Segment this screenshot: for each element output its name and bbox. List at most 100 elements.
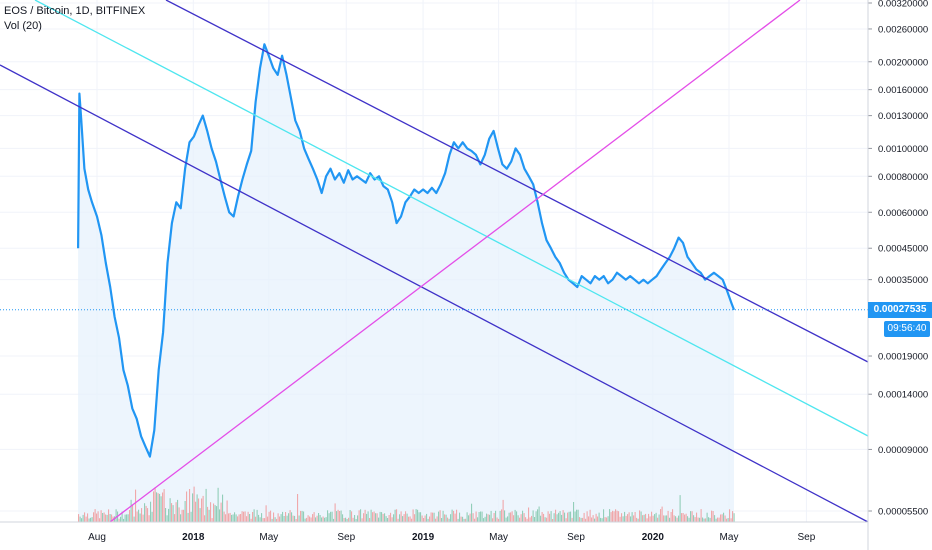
volume-bar bbox=[439, 510, 441, 522]
volume-bar bbox=[727, 518, 729, 522]
channel-upper-line bbox=[165, 0, 869, 363]
volume-bar bbox=[244, 511, 246, 522]
x-tick-label: May bbox=[489, 532, 508, 543]
volume-bar bbox=[709, 517, 711, 522]
volume-bar bbox=[520, 514, 522, 522]
volume-bar bbox=[321, 517, 323, 522]
volume-bar bbox=[421, 515, 423, 522]
volume-bar bbox=[369, 518, 371, 522]
volume-bar bbox=[178, 507, 180, 522]
volume-bar bbox=[534, 517, 536, 522]
y-tick-label: 0.00100000 bbox=[878, 144, 928, 155]
volume-bar bbox=[331, 511, 333, 522]
volume-bar bbox=[387, 518, 389, 522]
volume-bar bbox=[570, 511, 572, 522]
volume-bar bbox=[256, 509, 258, 522]
volume-bar bbox=[381, 512, 383, 522]
volume-bar bbox=[519, 517, 521, 522]
volume-bar bbox=[366, 513, 368, 522]
volume-bar bbox=[429, 516, 431, 522]
volume-bar bbox=[145, 505, 147, 522]
volume-bar bbox=[597, 516, 599, 522]
volume-bar bbox=[510, 512, 512, 522]
volume-bar bbox=[100, 510, 102, 522]
volume-bar bbox=[619, 516, 621, 522]
volume-bar bbox=[535, 511, 537, 522]
volume-bar bbox=[126, 514, 128, 522]
volume-bar bbox=[661, 506, 663, 522]
volume-bar bbox=[651, 511, 653, 522]
volume-bar bbox=[84, 512, 86, 522]
volume-bar bbox=[262, 518, 264, 522]
volume-bar bbox=[352, 517, 354, 522]
volume-bar bbox=[645, 513, 647, 522]
volume-bar bbox=[88, 518, 90, 522]
volume-bar bbox=[654, 514, 656, 522]
volume-bar bbox=[141, 508, 143, 522]
volume-bar bbox=[91, 517, 93, 522]
volume-bar bbox=[196, 494, 198, 522]
symbol-title[interactable]: EOS / Bitcoin, 1D, BITFINEX bbox=[4, 5, 146, 17]
volume-bar bbox=[447, 517, 449, 522]
volume-bar bbox=[525, 517, 527, 522]
volume-bar bbox=[154, 487, 156, 522]
volume-indicator-label[interactable]: Vol (20) bbox=[4, 20, 42, 32]
volume-bar bbox=[594, 518, 596, 522]
volume-bar bbox=[301, 510, 303, 522]
volume-bar bbox=[378, 517, 380, 522]
volume-bar bbox=[160, 496, 162, 522]
volume-bar bbox=[180, 514, 182, 522]
volume-bar bbox=[676, 517, 678, 522]
volume-bar bbox=[391, 517, 393, 522]
volume-bar bbox=[616, 510, 618, 522]
volume-bar bbox=[672, 509, 674, 522]
volume-bar bbox=[163, 489, 165, 522]
volume-bar bbox=[424, 515, 426, 522]
volume-bar bbox=[511, 511, 513, 522]
volume-bar bbox=[583, 512, 585, 522]
y-tick-label: 0.00160000 bbox=[878, 85, 928, 96]
volume-bar bbox=[615, 509, 617, 522]
volume-bar bbox=[414, 514, 416, 522]
volume-bar bbox=[229, 512, 231, 522]
volume-bar bbox=[276, 518, 278, 522]
volume-bar bbox=[633, 515, 635, 522]
volume-bar bbox=[559, 511, 561, 522]
volume-bar bbox=[544, 517, 546, 522]
volume-bar bbox=[394, 509, 396, 522]
volume-bar bbox=[360, 509, 362, 522]
volume-bar bbox=[660, 509, 662, 522]
volume-bar bbox=[487, 514, 489, 522]
x-tick-label: Aug bbox=[88, 532, 106, 543]
volume-bar bbox=[324, 517, 326, 522]
volume-bar bbox=[649, 516, 651, 522]
volume-bar bbox=[652, 515, 654, 522]
volume-bar bbox=[225, 514, 227, 522]
volume-bar bbox=[640, 511, 642, 522]
volume-bar bbox=[304, 518, 306, 522]
volume-bar bbox=[444, 514, 446, 522]
volume-bar bbox=[295, 519, 297, 522]
volume-bar bbox=[703, 518, 705, 522]
volume-bar bbox=[454, 513, 456, 522]
volume-bar bbox=[349, 510, 351, 522]
volume-bar bbox=[435, 518, 437, 522]
volume-bar bbox=[217, 487, 219, 522]
volume-bar bbox=[441, 518, 443, 522]
support-diagonal-line bbox=[109, 0, 801, 523]
volume-bar bbox=[484, 516, 486, 522]
volume-bar bbox=[370, 509, 372, 522]
volume-bar bbox=[546, 517, 548, 522]
volume-bar bbox=[688, 517, 690, 522]
volume-bar bbox=[258, 514, 260, 522]
volume-bar bbox=[504, 510, 506, 522]
volume-bar bbox=[553, 513, 555, 522]
y-tick-label: 0.00320000 bbox=[878, 0, 928, 10]
volume-bar bbox=[211, 518, 213, 522]
volume-bar bbox=[465, 518, 467, 522]
volume-bar bbox=[562, 510, 564, 522]
volume-bar bbox=[415, 509, 417, 522]
volume-bar bbox=[567, 512, 569, 522]
volume-bar bbox=[289, 510, 291, 522]
